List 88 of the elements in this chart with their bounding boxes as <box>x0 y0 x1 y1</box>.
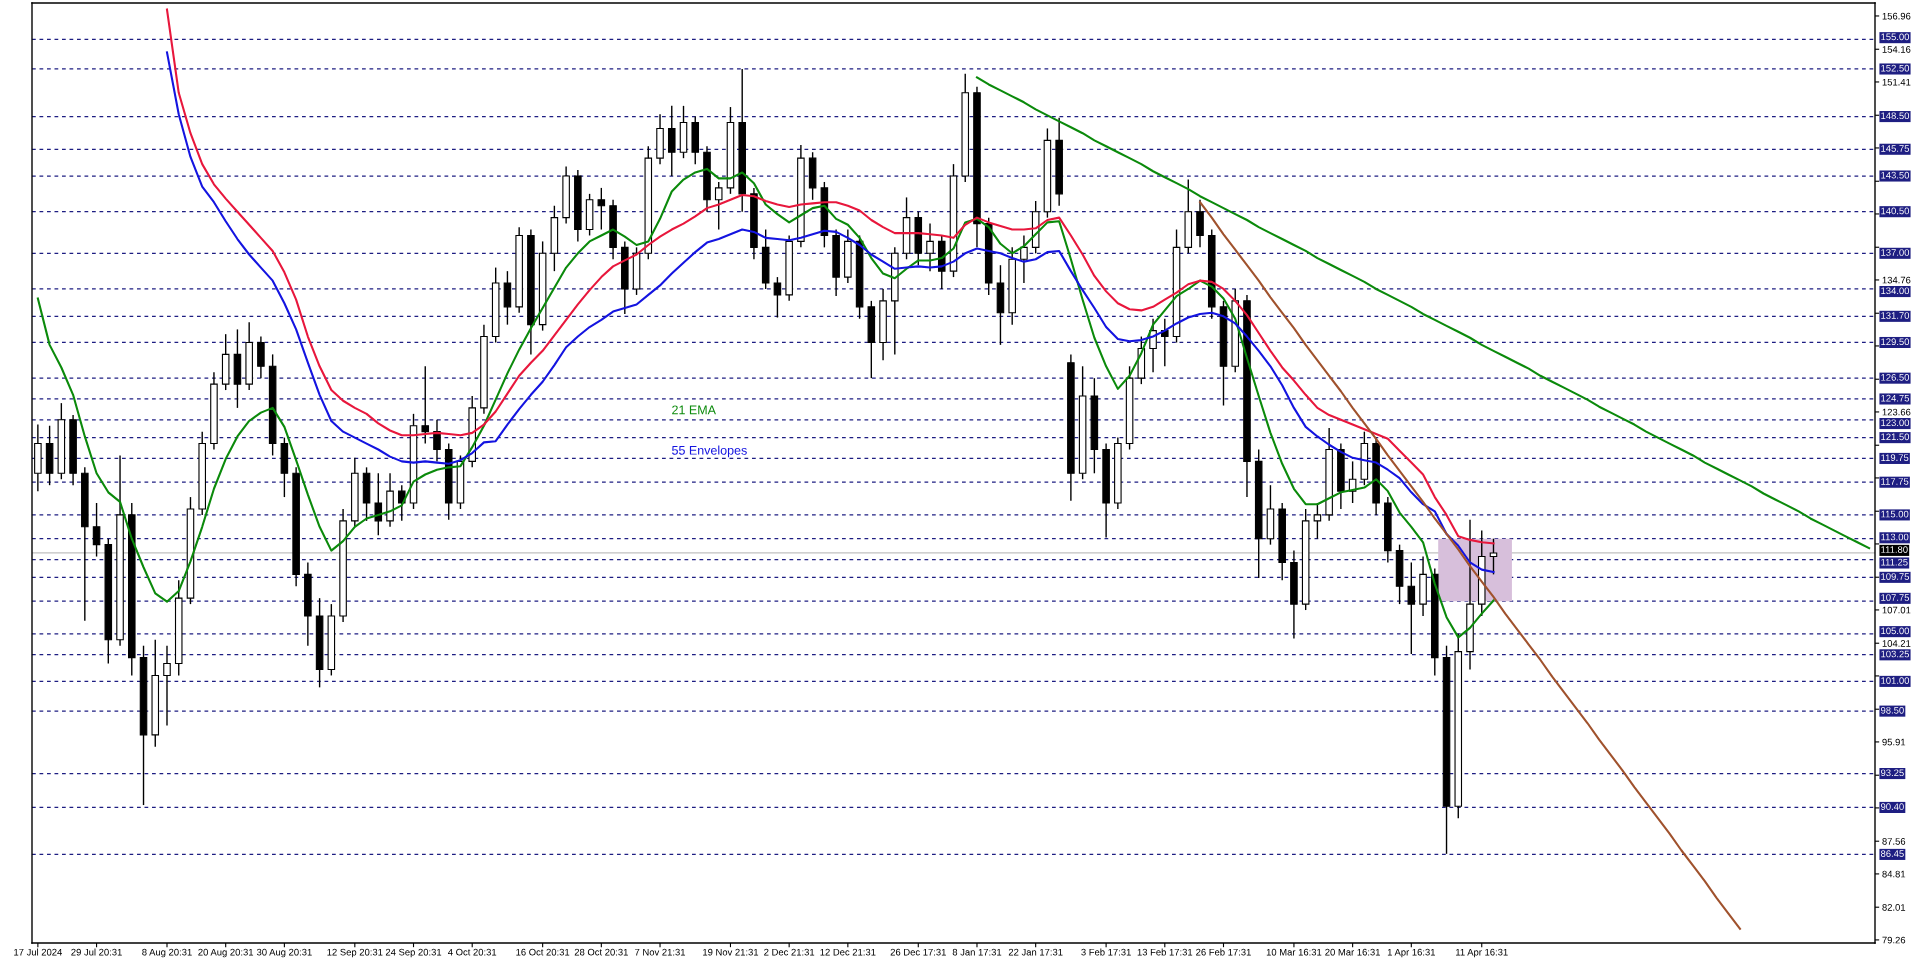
ref-line-label: 124.75 <box>1881 394 1910 402</box>
x-tick-label: 30 Aug 20:31 <box>256 948 312 958</box>
x-tick-label: 10 Mar 16:31 <box>1266 948 1322 956</box>
ref-line-label: 111.25 <box>1881 558 1908 566</box>
x-tick-label: 26 Feb 17:31 <box>1196 948 1251 956</box>
candlestick <box>667 105 676 177</box>
x-tick-label: 29 Jul 20:31 <box>71 948 122 956</box>
y-tick-label: 107.01 <box>1882 606 1911 614</box>
ref-line-label: 90.40 <box>1881 803 1904 810</box>
candlestick <box>92 502 101 558</box>
ref-line-label: 93.25 <box>1881 769 1904 777</box>
y-tick-label: 82.01 <box>1882 904 1906 911</box>
ref-line-label: 134.00 <box>1881 287 1910 295</box>
candlestick <box>1020 234 1028 284</box>
ref-line-label: 119.75 <box>1881 454 1909 461</box>
candlestick <box>773 276 782 319</box>
text: 21 EMA <box>672 405 716 415</box>
x-tick-label: 7 Nov 21:31 <box>635 948 686 956</box>
ref-line-label: 105.00 <box>1881 627 1910 635</box>
y-tick-label: 154.16 <box>1882 46 1911 53</box>
ref-line-label: 113.00 <box>1881 533 1909 541</box>
y-tick-label: 134.76 <box>1882 276 1911 284</box>
y-tick-label: 95.91 <box>1882 738 1906 746</box>
candlestick <box>1313 502 1322 540</box>
candlestick <box>257 335 265 379</box>
candlestick <box>714 181 723 231</box>
candlestick <box>503 270 512 326</box>
candlestick <box>433 419 441 463</box>
ref-line-label: 137.00 <box>1881 249 1910 256</box>
x-tick-label: 4 Oct 20:31 <box>448 948 497 956</box>
ref-line-label: 111.80 <box>1881 546 1908 553</box>
candlestick <box>163 645 171 727</box>
ref-line-label: 86.45 <box>1880 850 1904 857</box>
y-tick-label: 156.96 <box>1882 12 1911 20</box>
candlestick <box>926 222 934 272</box>
ref-line-label: 155.00 <box>1881 33 1910 41</box>
ref-line-label: 140.50 <box>1881 207 1910 215</box>
candlestick <box>597 187 606 231</box>
ref-line-label: 131.70 <box>1881 312 1910 319</box>
x-tick-label: 12 Sep 20:31 <box>327 948 383 958</box>
y-tick-label: 123.66 <box>1882 408 1911 416</box>
x-tick-label: 8 Aug 20:31 <box>142 948 192 958</box>
ref-line-label: 109.75 <box>1881 573 1910 580</box>
line-series <box>1198 201 1742 930</box>
candlestick <box>397 484 406 522</box>
ref-line-label: 115.00 <box>1881 510 1909 518</box>
x-tick-label: 24 Sep 20:31 <box>385 948 442 958</box>
y-tick-label: 84.81 <box>1882 870 1906 878</box>
candlestick <box>1196 199 1204 249</box>
y-tick-label: 87.56 <box>1882 838 1906 845</box>
x-tick-label: 12 Dec 21:31 <box>820 948 876 956</box>
ref-line-label: 117.75 <box>1881 478 1909 485</box>
x-tick-label: 28 Oct 20:31 <box>574 948 628 956</box>
candlestick <box>421 365 430 445</box>
x-tick-label: 20 Aug 20:31 <box>198 948 254 958</box>
ref-line-label: 145.75 <box>1881 145 1910 152</box>
y-tick-label: 104.21 <box>1882 640 1911 647</box>
ref-line-label: 101.00 <box>1881 677 1910 684</box>
x-tick-label: 19 Nov 21:31 <box>703 948 759 956</box>
ref-line-label: 98.50 <box>1881 706 1904 714</box>
candlestick <box>374 472 383 536</box>
ref-line-label: 123.00 <box>1881 419 1910 427</box>
x-tick-label: 16 Oct 20:31 <box>516 948 570 956</box>
text: 55 Envelopes <box>672 445 747 458</box>
ref-line-label: 107.75 <box>1881 594 1910 601</box>
y-tick-label: 79.26 <box>1882 936 1906 944</box>
ref-line-label: 121.50 <box>1881 433 1910 441</box>
x-tick-label: 8 Jan 17:31 <box>952 948 1002 956</box>
ref-line-label: 152.50 <box>1881 64 1910 72</box>
x-tick-label: 3 Feb 17:31 <box>1081 948 1131 956</box>
candlestick <box>1407 561 1416 655</box>
ref-line-label: 143.50 <box>1881 171 1910 179</box>
ref-line-label: 148.50 <box>1881 112 1910 120</box>
line-series <box>975 76 1871 550</box>
x-tick-label: 1 Apr 16:31 <box>1387 948 1436 958</box>
x-tick-label: 17 Jul 2024 <box>14 948 63 956</box>
y-tick-label: 151.41 <box>1882 78 1911 86</box>
x-tick-label: 2 Dec 21:31 <box>764 948 815 956</box>
line-series <box>36 167 1495 639</box>
x-tick-label: 11 Apr 16:31 <box>1456 948 1508 958</box>
x-tick-label: 22 Jan 17:31 <box>1008 948 1063 956</box>
ref-line-label: 103.25 <box>1881 650 1910 658</box>
x-tick-label: 20 Mar 16:31 <box>1325 948 1380 956</box>
ref-line-label: 126.50 <box>1881 374 1910 381</box>
ref-line-label: 129.50 <box>1881 338 1910 346</box>
x-tick-label: 13 Feb 17:31 <box>1137 948 1193 956</box>
x-tick-label: 26 Dec 17:31 <box>890 948 946 956</box>
candlestick <box>1489 538 1498 576</box>
